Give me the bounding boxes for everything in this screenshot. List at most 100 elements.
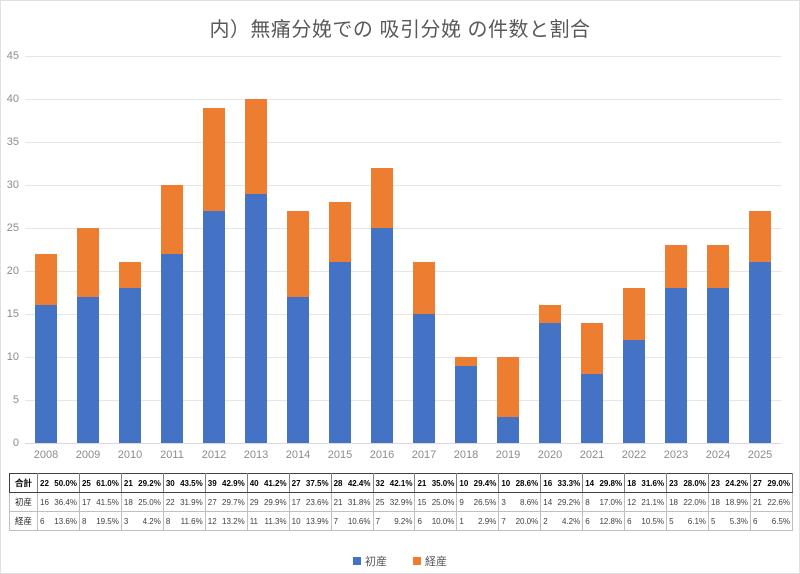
bar-segment-primipara[interactable] [329, 262, 351, 443]
bar-segment-primipara[interactable] [581, 374, 603, 443]
bar-segment-primipara[interactable] [749, 262, 771, 443]
table-cell: 3 4.2% [120, 511, 164, 531]
bar-segment-primipara[interactable] [35, 305, 57, 443]
table-cell-count: 6 [585, 516, 590, 526]
bar-group[interactable] [581, 56, 603, 443]
x-axis-tick-label: 2024 [705, 449, 731, 461]
bar-segment-primipara[interactable] [161, 253, 183, 443]
gridline: 35 [7, 136, 781, 148]
bar-segment-multipara[interactable] [371, 167, 393, 228]
bar-segment-primipara[interactable] [623, 339, 645, 443]
bar-segment-multipara[interactable] [287, 210, 309, 297]
bar-segment-multipara[interactable] [581, 322, 603, 375]
table-cell: 10 29.4% [456, 473, 500, 493]
bar-group[interactable] [119, 56, 141, 443]
bar-segment-primipara[interactable] [287, 296, 309, 443]
table-cell: 8 19.5% [78, 511, 122, 531]
table-cell-percent: 33.3% [557, 478, 581, 488]
bar-segment-primipara[interactable] [497, 417, 519, 443]
table-cell-count: 10 [291, 516, 301, 526]
table-cell-percent: 4.2% [561, 516, 581, 526]
bar-segment-multipara[interactable] [497, 357, 519, 418]
bar-group[interactable] [497, 56, 519, 443]
bar-group[interactable] [707, 56, 729, 443]
table-cell-count: 18 [711, 497, 720, 507]
legend-item[interactable]: 経産 [413, 553, 447, 569]
bar-group[interactable] [287, 56, 309, 443]
bar-segment-multipara[interactable] [329, 202, 351, 263]
table-cell-percent: 28.6% [515, 478, 539, 488]
table-cell: 14 29.2% [540, 492, 584, 512]
bar-segment-primipara[interactable] [539, 322, 561, 443]
table-cell-count: 25 [81, 478, 91, 488]
table-cell-percent: 25.0% [431, 497, 455, 507]
bar-segment-multipara[interactable] [161, 185, 183, 254]
table-cell: 25 61.0% [78, 473, 122, 493]
table-cell-percent: 31.6% [641, 478, 665, 488]
table-cell-percent: 24.2% [725, 478, 748, 488]
bar-segment-primipara[interactable] [707, 288, 729, 443]
table-cell-count: 5 [711, 516, 716, 526]
bar-segment-multipara[interactable] [455, 357, 477, 366]
table-cell-percent: 29.8% [599, 478, 623, 488]
bar-segment-primipara[interactable] [119, 288, 141, 443]
bar-segment-multipara[interactable] [413, 262, 435, 314]
table-cell-percent: 42.4% [347, 478, 371, 488]
bar-segment-multipara[interactable] [77, 228, 99, 297]
table-cell-percent: 32.9% [389, 497, 413, 507]
table-cell-percent: 29.4% [473, 478, 497, 488]
table-cell-percent: 29.2% [138, 478, 161, 488]
table-cell-count: 12 [627, 497, 637, 507]
bar-segment-multipara[interactable] [203, 107, 225, 211]
bar-group[interactable] [77, 56, 99, 443]
bar-segment-primipara[interactable] [245, 193, 267, 443]
bar-segment-primipara[interactable] [77, 296, 99, 443]
bar-group[interactable] [371, 56, 393, 443]
table-cell-count: 5 [669, 516, 674, 526]
bar-group[interactable] [749, 56, 771, 443]
bar-segment-multipara[interactable] [119, 262, 141, 289]
table-row-header: 合計 [9, 473, 38, 493]
table-cell-count: 28 [333, 478, 343, 488]
bar-segment-multipara[interactable] [665, 245, 687, 289]
bar-segment-primipara[interactable] [665, 288, 687, 443]
table-cell-count: 6 [40, 516, 45, 526]
bar-group[interactable] [665, 56, 687, 443]
bar-segment-primipara[interactable] [203, 210, 225, 443]
bar-group[interactable] [203, 56, 225, 443]
bar-segment-primipara[interactable] [455, 365, 477, 443]
bar-group[interactable] [245, 56, 267, 443]
bar-group[interactable] [329, 56, 351, 443]
table-cell-count: 27 [752, 478, 762, 488]
bar-segment-primipara[interactable] [371, 228, 393, 443]
bar-group[interactable] [623, 56, 645, 443]
x-axis-tick-label: 2012 [201, 449, 227, 461]
table-cell-count: 27 [291, 478, 301, 488]
bar-group[interactable] [413, 56, 435, 443]
x-axis-tick-label: 2017 [411, 449, 437, 461]
bar-segment-multipara[interactable] [35, 253, 57, 306]
bar-group[interactable] [455, 56, 477, 443]
table-cell: 28 42.4% [330, 473, 374, 493]
table-cell-count: 21 [417, 478, 427, 488]
table-cell: 17 41.5% [78, 492, 122, 512]
table-cell-count: 7 [501, 516, 506, 526]
bar-segment-multipara[interactable] [245, 99, 267, 194]
table-cell: 27 37.5% [288, 473, 332, 493]
bar-segment-multipara[interactable] [623, 288, 645, 340]
table-cell-count: 9 [459, 497, 464, 507]
table-cell: 11 11.3% [246, 511, 290, 531]
bar-group[interactable] [161, 56, 183, 443]
bar-group[interactable] [35, 56, 57, 443]
bar-segment-multipara[interactable] [749, 210, 771, 263]
bar-group[interactable] [539, 56, 561, 443]
table-cell: 32 42.1% [372, 473, 416, 493]
legend-item[interactable]: 初産 [353, 553, 387, 569]
bar-segment-multipara[interactable] [707, 245, 729, 289]
table-cell-percent: 10.6% [347, 516, 371, 526]
y-axis-tick-label: 0 [12, 437, 19, 449]
y-axis-tick-label: 40 [6, 93, 19, 105]
table-cell-percent: 4.2% [142, 516, 161, 526]
bar-segment-primipara[interactable] [413, 314, 435, 443]
bar-segment-multipara[interactable] [539, 305, 561, 323]
